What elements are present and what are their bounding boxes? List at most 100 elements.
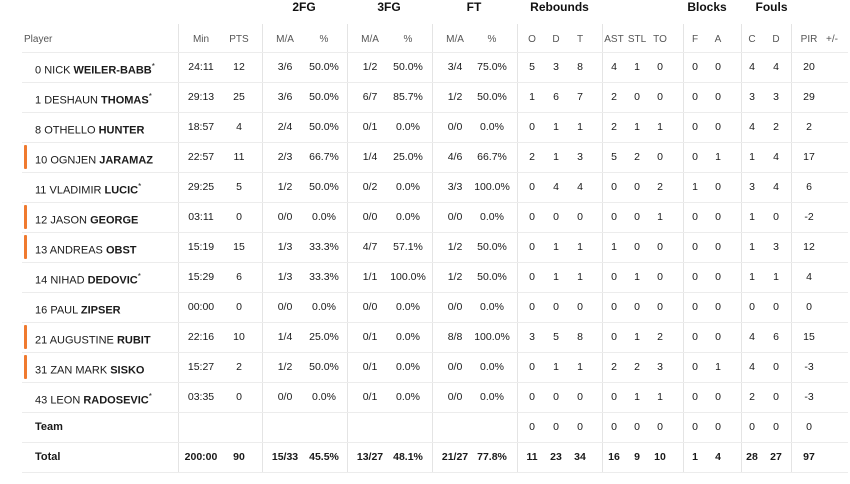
stat-ast: 0 [611,301,617,313]
column-header: M/A [276,34,294,45]
player-name[interactable]: 43 LEON RADOSEVIC* [35,382,152,412]
stat-to: 0 [657,91,663,103]
stat-ft-pct: 0.0% [480,211,504,223]
stat-min: 29:13 [187,91,215,103]
player-name[interactable]: 0 NICK WEILER-BABB* [35,52,155,82]
stat-min: 15:27 [187,361,215,373]
stat-fd: 0 [773,211,779,223]
stat-d: 3 [553,61,559,73]
stat-d: 0 [553,301,559,313]
stat-fd: 6 [773,331,779,343]
stat-stl: 0 [634,301,640,313]
stat-fg3-pct: 0.0% [396,331,420,343]
row-divider [22,382,848,383]
stat-stl: 1 [634,121,640,133]
stat-fd: 3 [773,241,779,253]
stat-fg2-pct: 0.0% [312,391,336,403]
stat-stl: 0 [634,181,640,193]
stat-o: 0 [529,301,535,313]
row-divider [22,202,848,203]
stat-pir: 0 [806,421,812,433]
stat-to: 2 [657,181,663,193]
stat-d: 4 [553,181,559,193]
stat-fg2-ma: 1/3 [277,271,293,283]
stat-fg3-ma: 1/1 [362,271,378,283]
stat-to: 2 [657,331,663,343]
column-divider [432,24,433,473]
stat-fd: 0 [773,301,779,313]
stat-o: 0 [529,211,535,223]
stat-ft-pct: 0.0% [480,391,504,403]
stat-min: 29:25 [187,181,215,193]
stat-to: 10 [654,451,666,463]
stat-pir: 15 [803,331,815,343]
stat-fg3-ma: 1/4 [362,151,378,163]
stat-pts: 0 [236,391,242,403]
column-header: % [487,34,497,45]
stat-ft-pct: 77.8% [477,451,507,463]
stat-ft-ma: 1/2 [447,271,463,283]
stat-fg2-pct: 33.3% [309,241,339,253]
player-name[interactable]: 14 NIHAD DEDOVIC* [35,262,141,292]
stat-pir: 17 [803,151,815,163]
team-row: Team 0 0 0 0 0 0 0 0 0 0 0 [0,412,850,442]
stat-fc: 28 [746,451,758,463]
player-name[interactable]: 1 DESHAUN THOMAS* [35,82,152,112]
stat-fg3-pct: 0.0% [396,121,420,133]
player-name[interactable]: 12 JASON GEORGE [35,202,138,232]
starter-mark: * [151,62,155,71]
player-name[interactable]: 8 OTHELLO HUNTER [35,112,144,142]
player-last-name: GEORGE [90,214,139,227]
player-name[interactable]: 21 AUGUSTINE RUBIT [35,322,151,352]
column-header: PIR [800,34,818,45]
player-number: 13 [35,244,48,257]
stat-ba: 1 [715,151,721,163]
player-marker [24,205,27,229]
row-divider [22,232,848,233]
stat-bf: 0 [692,331,698,343]
group-header: Rebounds [530,0,589,14]
stat-to: 0 [657,241,663,253]
stat-ft-pct: 50.0% [477,271,507,283]
player-name[interactable]: 10 OGNJEN JARAMAZ [35,142,153,172]
stat-fg2-ma: 3/6 [277,61,293,73]
player-name[interactable]: 16 PAUL ZIPSER [35,292,121,322]
stat-to: 0 [657,421,663,433]
player-number: 12 [35,214,48,227]
stat-t: 4 [577,181,583,193]
stat-bf: 0 [692,121,698,133]
starter-mark: * [138,182,142,191]
player-name[interactable]: 13 ANDREAS OBST [35,232,137,262]
stat-fc: 3 [749,181,755,193]
player-number: 10 [35,154,48,167]
stat-ast: 1 [611,241,617,253]
stat-ast: 2 [611,91,617,103]
stat-ast: 2 [611,361,617,373]
stat-o: 1 [529,91,535,103]
stat-pir: -3 [804,391,814,403]
stat-ast: 5 [611,151,617,163]
player-last-name: OBST [105,244,137,257]
stat-stl: 1 [634,331,640,343]
stat-ba: 1 [715,361,721,373]
stat-ba: 0 [715,91,721,103]
stat-pts: 2 [236,361,242,373]
player-name[interactable]: 31 ZAN MARK SISKO [35,352,144,382]
stat-d: 1 [553,361,559,373]
player-first-name: OTHELLO [44,124,96,137]
total-label: Total [35,451,61,463]
column-header: % [403,34,413,45]
stat-pts: 0 [236,211,242,223]
player-row: 16 PAUL ZIPSER 00:00 0 0/0 0.0% 0/0 0.0% 0/0 0.0… [0,292,850,322]
stat-pir: 12 [803,241,815,253]
player-row: 13 ANDREAS OBST 15:19 15 1/3 33.3% 4/7 57.1% 1/… [0,232,850,262]
player-name[interactable]: 11 VLADIMIR LUCIC* [35,172,141,202]
stat-ft-ma: 0/0 [447,211,463,223]
stat-ft-pct: 100.0% [474,331,510,343]
column-header: M/A [361,34,379,45]
column-divider [262,24,263,473]
stat-o: 0 [529,361,535,373]
stat-stl: 0 [634,421,640,433]
stat-stl: 0 [634,241,640,253]
stat-bf: 0 [692,241,698,253]
